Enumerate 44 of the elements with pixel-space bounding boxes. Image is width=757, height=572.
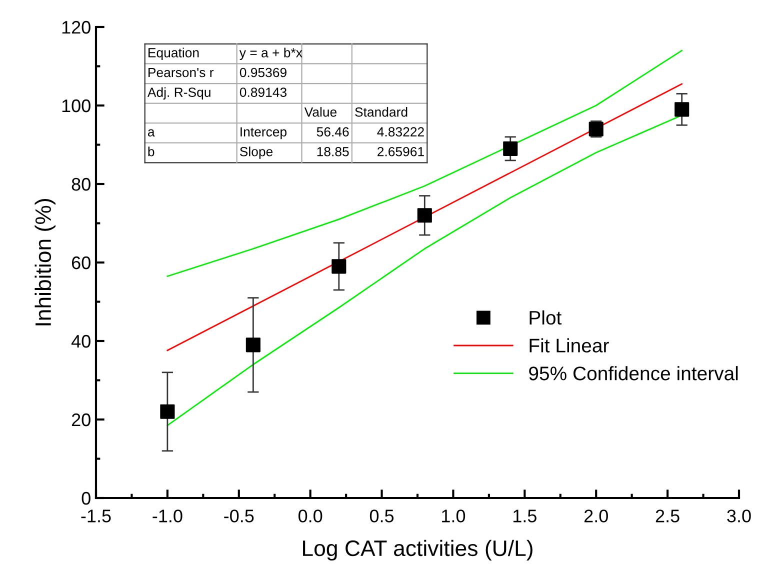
annotation: Adj. R-Squ — [147, 87, 210, 100]
y-tick-label: 80 — [72, 178, 90, 191]
y-tick-label: 120 — [62, 20, 90, 34]
point — [503, 141, 518, 156]
annotation: b — [148, 146, 154, 156]
y-tick-label: 40 — [71, 334, 90, 348]
y-tick-label: 60 — [72, 256, 90, 270]
x-tick-label: 0.5 — [370, 510, 394, 522]
y-tick-label: 20 — [72, 413, 90, 426]
annotation: a — [148, 129, 155, 137]
point — [160, 404, 175, 419]
annotation: Intercep — [240, 127, 287, 140]
x-tick-label: 2.5 — [656, 510, 680, 522]
x-tick-label: 3.0 — [727, 510, 751, 522]
annotation: 0.95369 — [240, 68, 286, 78]
annotation: Pearson's r — [148, 68, 214, 78]
x-tick-label: 2.0 — [584, 510, 608, 522]
y-tick-label: 100 — [62, 99, 90, 112]
x-tick-label: 1.5 — [513, 510, 536, 522]
annotation: Slope — [240, 146, 273, 159]
annotation: 4.83222 — [377, 127, 424, 137]
annotation: 18.85 — [317, 146, 349, 156]
annotation: Standard — [355, 107, 408, 117]
x-tick-label: -1.0 — [152, 510, 182, 522]
legend-label: Plot — [530, 310, 562, 325]
x-tick-label: -1.5 — [81, 510, 111, 522]
annotation: Equation — [148, 48, 199, 60]
annotation: Value — [304, 107, 337, 117]
x-axis-title: Log CAT activities (U/L) — [303, 540, 532, 561]
x-tick-label: 1.0 — [442, 510, 466, 522]
point — [246, 338, 260, 352]
legend-label: Fit Linear — [530, 338, 609, 352]
point — [332, 259, 346, 274]
y-axis-title: Inhibition (%) — [34, 199, 56, 326]
y-tick-label: 0 — [82, 492, 90, 505]
annotation: y = a + b*x — [239, 48, 302, 60]
annotation: 2.65961 — [378, 146, 424, 156]
point — [417, 208, 432, 223]
annotation: 0.89143 — [240, 88, 287, 97]
annotation: 56.46 — [316, 127, 349, 137]
x-tick-label: -0.5 — [224, 510, 254, 522]
point — [674, 102, 690, 117]
x-tick-label: 0.0 — [298, 510, 322, 522]
legend-label: 95% Confidence interval — [529, 366, 738, 380]
